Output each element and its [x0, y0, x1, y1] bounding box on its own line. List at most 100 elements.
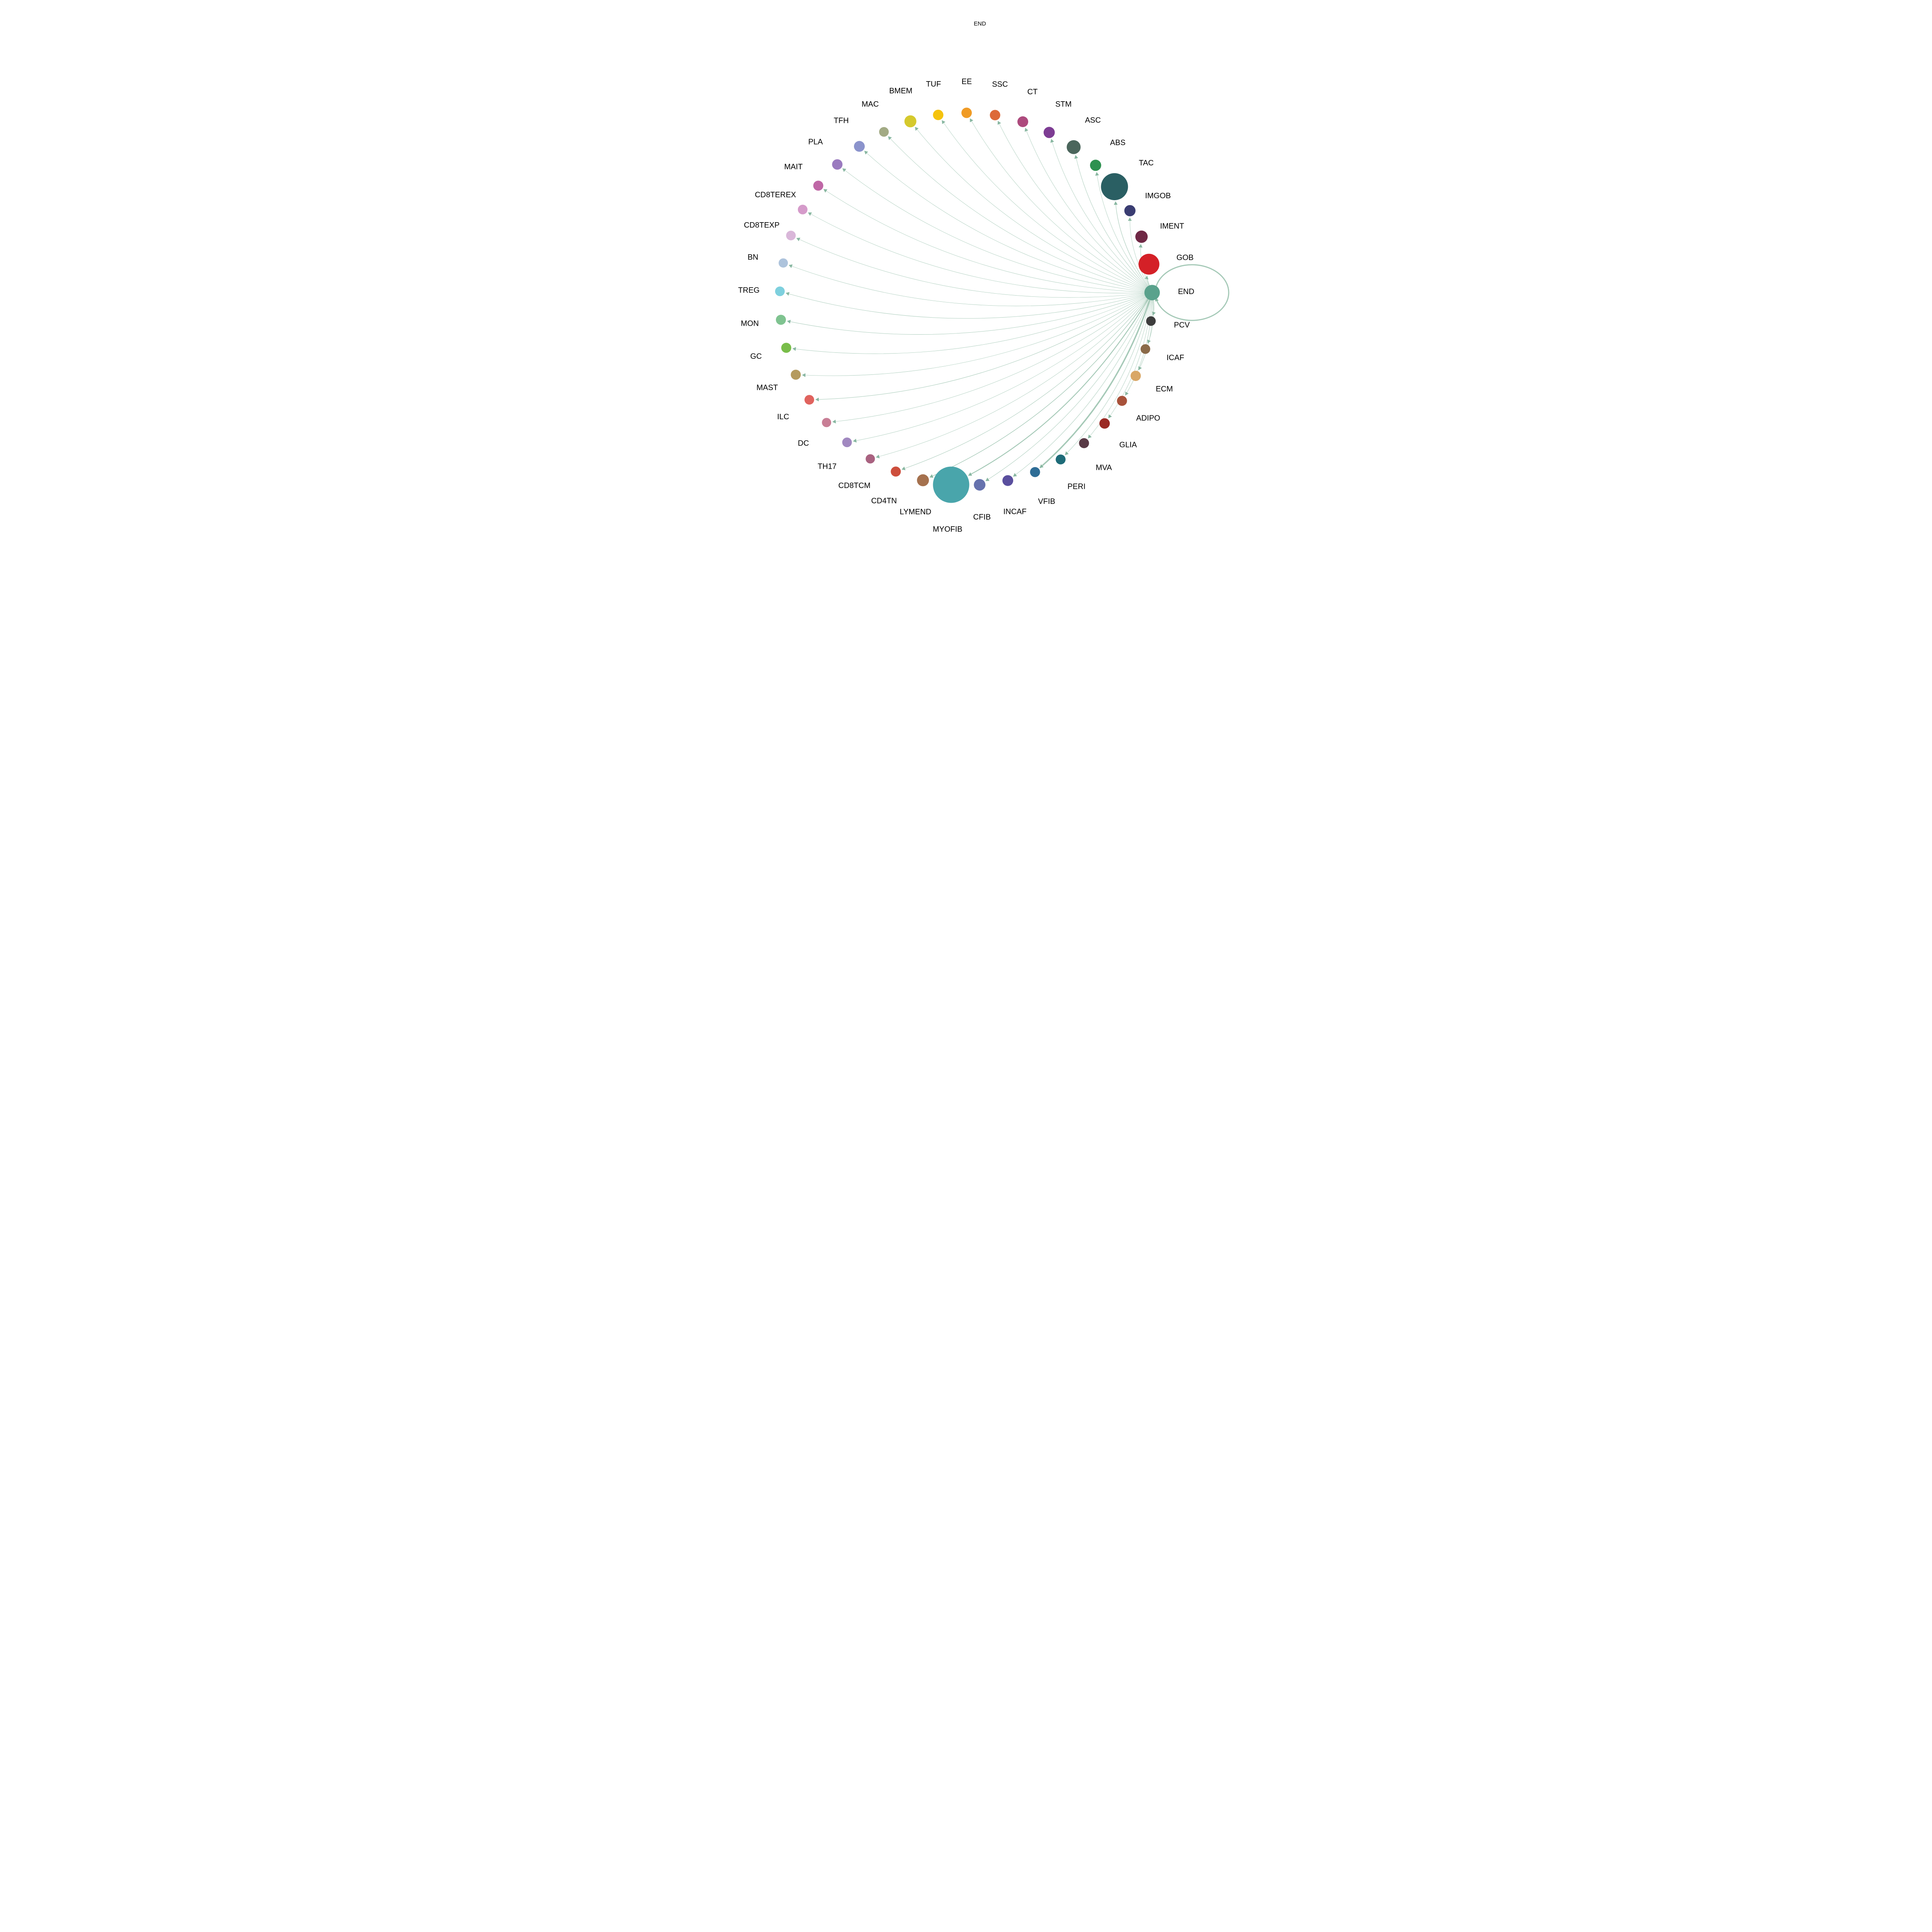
node-label-ICAF: ICAF — [1167, 354, 1184, 362]
node-TFH — [854, 141, 865, 152]
node-label-MAST: MAST — [757, 384, 778, 392]
node-ECM — [1130, 371, 1141, 381]
node-END — [1144, 285, 1160, 301]
node-label-CFIB: CFIB — [973, 513, 991, 522]
node-TAC — [1101, 173, 1128, 201]
edge-END-IMGOB — [1128, 217, 1153, 293]
node-CD8TEXP — [786, 231, 796, 240]
node-PERI — [1056, 454, 1066, 464]
node-CD8TEREX — [798, 204, 808, 214]
graph-canvas: END END GOB IMENT IMGOB TAC ABS ASC STM CT SSC EE T… — [738, 20, 1230, 534]
node-ASC — [1066, 140, 1081, 154]
edge-END-TH17 — [853, 292, 1152, 443]
node-TREG — [775, 286, 785, 296]
node-CFIB — [974, 479, 986, 491]
node-ABS — [1090, 160, 1101, 171]
edge-END-MAC — [888, 136, 1152, 293]
node-label-GLIA: GLIA — [1119, 440, 1137, 449]
edge-END-SSC — [997, 121, 1152, 293]
node-label-TH17: TH17 — [818, 463, 837, 471]
edge-END-GC — [792, 292, 1152, 354]
node-label-PERI: PERI — [1068, 483, 1086, 491]
node-ILC — [804, 395, 814, 405]
node-label-ABS: ABS — [1110, 139, 1126, 147]
node-label-TREG: TREG — [738, 286, 760, 295]
node-STM — [1043, 127, 1055, 138]
edge-END-CD8TCM — [876, 292, 1152, 459]
self-loop-END — [1155, 264, 1230, 321]
node-ICAF — [1140, 344, 1150, 354]
node-label-INCAF: INCAF — [1003, 508, 1027, 516]
node-MAST — [791, 369, 801, 380]
node-label-BMEM: BMEM — [889, 87, 912, 95]
node-GLIA — [1099, 418, 1110, 429]
node-label-GOB: GOB — [1177, 253, 1194, 262]
node-MAC — [879, 127, 889, 137]
node-TH17 — [842, 437, 852, 447]
node-label-ASC: ASC — [1085, 116, 1101, 125]
node-label-ECM: ECM — [1156, 385, 1173, 393]
edge-END-ASC — [1074, 155, 1153, 293]
node-label-SSC: SSC — [992, 80, 1008, 88]
node-MAIT — [813, 180, 823, 191]
edge-END-MAIT — [823, 189, 1152, 293]
edge-END-EE — [969, 118, 1152, 293]
node-label-END: END — [1178, 287, 1194, 296]
edge-END-ECM — [1138, 293, 1153, 371]
node-label-CD8TEXP: CD8TEXP — [744, 221, 779, 230]
edge-END-TUF — [942, 120, 1152, 293]
node-BN — [779, 258, 788, 268]
node-label-STM: STM — [1055, 100, 1071, 109]
node-INCAF — [1002, 475, 1014, 486]
edge-END-PERI — [1065, 293, 1153, 455]
edge-END-CD8TEXP — [796, 238, 1152, 298]
node-label-CD8TCM: CD8TCM — [838, 481, 871, 490]
node-DC — [822, 418, 832, 427]
node-label-TFH: TFH — [834, 117, 849, 125]
edge-END-ABS — [1095, 172, 1153, 293]
edge-END-CFIB — [985, 293, 1153, 481]
edge-END-LYMEND — [929, 292, 1153, 478]
edge-END-ILC — [815, 292, 1152, 401]
edge-END-BMEM — [915, 127, 1152, 293]
edge-END-INCAF — [1013, 293, 1153, 477]
node-TUF — [933, 109, 944, 120]
edge-END-STM — [1050, 139, 1152, 293]
edge-layer — [786, 118, 1230, 481]
node-label-EE: EE — [962, 78, 972, 86]
node-GOB — [1138, 253, 1160, 275]
label-layer: END GOB IMENT IMGOB TAC ABS ASC STM CT SSC EE TUF BM… — [738, 78, 1194, 534]
edge-END-TAC — [1114, 201, 1153, 293]
node-label-IMGOB: IMGOB — [1145, 192, 1171, 200]
node-label-PCV: PCV — [1174, 321, 1190, 329]
network-diagram: END END GOB IMENT IMGOB TAC ABS ASC STM CT SSC EE T… — [663, 0, 1269, 606]
edge-END-CT — [1024, 128, 1152, 293]
edge-END-PLA — [842, 168, 1152, 293]
node-label-TUF: TUF — [926, 80, 941, 88]
edge-END-MYOFIB — [968, 292, 1153, 476]
node-VFIB — [1030, 467, 1040, 477]
chart-title: END — [974, 20, 986, 27]
node-label-BN: BN — [748, 253, 759, 262]
edge-END-DC — [832, 292, 1152, 423]
node-CD8TCM — [866, 454, 875, 464]
node-IMGOB — [1124, 205, 1136, 216]
node-layer — [775, 107, 1160, 503]
node-label-MAC: MAC — [862, 100, 879, 109]
node-label-DC: DC — [798, 439, 809, 448]
node-label-ADIPO: ADIPO — [1136, 414, 1160, 423]
node-label-CD8TEREX: CD8TEREX — [755, 191, 796, 199]
node-IMENT — [1135, 230, 1148, 243]
node-PCV — [1146, 316, 1156, 326]
node-MON — [776, 315, 786, 325]
node-label-GC: GC — [750, 352, 762, 361]
node-MVA — [1079, 438, 1089, 448]
node-CT — [1017, 116, 1028, 127]
node-PLA — [832, 159, 843, 170]
node-label-IMENT: IMENT — [1160, 222, 1184, 231]
edge-END-CD8TEREX — [808, 212, 1152, 294]
node-MYOFIB — [933, 466, 969, 503]
node-EE — [961, 107, 972, 118]
edge-END-BN — [789, 264, 1152, 306]
node-label-MYOFIB: MYOFIB — [933, 525, 963, 534]
